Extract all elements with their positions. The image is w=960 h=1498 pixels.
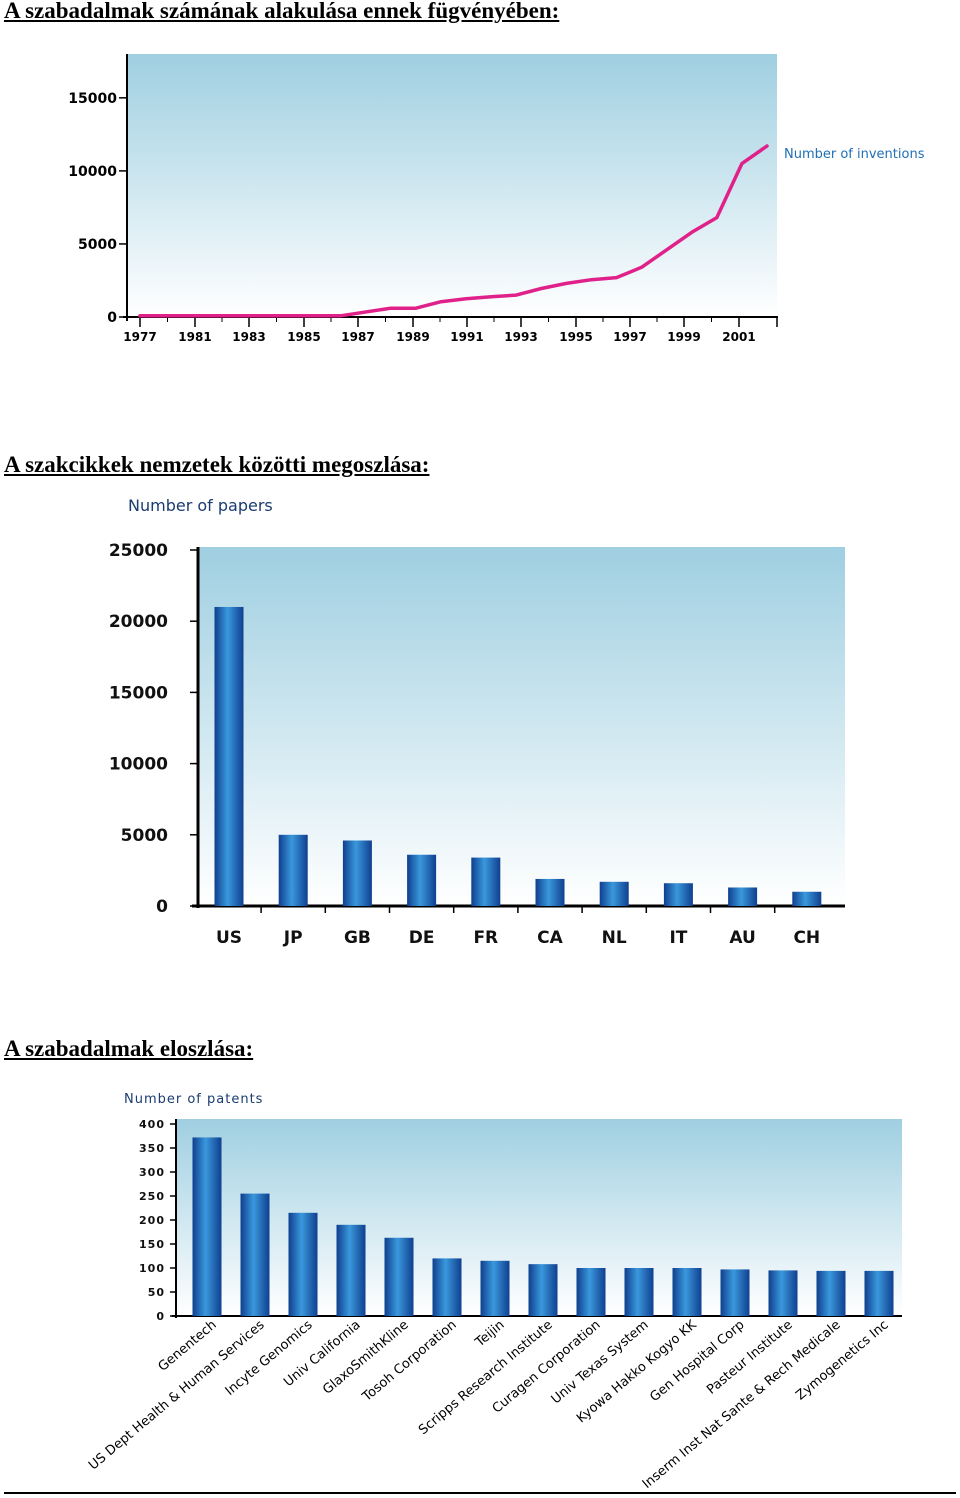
bar-gb	[342, 840, 372, 906]
y-tick-label: 15000	[109, 683, 168, 703]
x-tick-label: 1991	[450, 330, 483, 344]
y-tick-label: 0	[156, 1310, 165, 1323]
x-tick-label: 2001	[722, 330, 755, 344]
x-tick-label: Teijin	[472, 1318, 508, 1351]
bar-patents-14	[864, 1270, 894, 1316]
section-heading-papers: A szakcikkek nemzetek közötti megoszlása…	[4, 452, 430, 477]
y-tick-label: 350	[139, 1142, 165, 1155]
bar-patents-12	[768, 1270, 798, 1316]
bar-patents-4	[384, 1237, 414, 1316]
y-tick-label: 5000	[78, 237, 117, 253]
y-tick-label: 25000	[109, 541, 168, 561]
x-tick-label: 1987	[341, 330, 374, 344]
y-tick-label: 300	[139, 1166, 165, 1179]
plot-background	[127, 54, 777, 317]
y-tick-label: 50	[148, 1286, 165, 1299]
x-tick-label: IT	[669, 928, 687, 948]
bar-patents-2	[288, 1212, 318, 1316]
section-heading-inventions: A szabadalmak számának alakulása ennek f…	[4, 0, 560, 23]
x-tick-label: 1981	[178, 330, 211, 344]
bar-patents-7	[528, 1264, 558, 1316]
bar-fr	[471, 857, 501, 906]
bar-patents-0	[192, 1137, 222, 1316]
y-tick-label: 200	[139, 1214, 165, 1227]
x-tick-label: GB	[344, 928, 371, 948]
bar-patents-8	[576, 1268, 606, 1316]
x-tick-label: 1977	[123, 330, 156, 344]
bar-patents-11	[720, 1269, 750, 1316]
y-tick-label: 0	[156, 897, 168, 917]
y-tick-label: 400	[139, 1118, 165, 1131]
bottom-rule	[4, 1492, 956, 1494]
x-tick-label: FR	[473, 928, 498, 948]
inventions-line-chart: 0 5000 10000 15000 1977 1981 1983 1985 1987 1989 1…	[68, 54, 925, 344]
x-tick-label: 1995	[559, 330, 592, 344]
bar-au	[728, 887, 758, 906]
bar-patents-10	[672, 1268, 702, 1316]
x-tick-label: CA	[537, 928, 563, 948]
bar-patents-6	[480, 1260, 510, 1316]
y-tick-label: 250	[139, 1190, 165, 1203]
y-tick-label: 10000	[109, 755, 168, 775]
bar-de	[407, 854, 437, 906]
y-tick-label: 10000	[68, 164, 117, 180]
x-tick-label: Pasteur Institute	[704, 1318, 795, 1398]
bar-patents-5	[432, 1258, 462, 1316]
x-tick-label: CH	[793, 928, 820, 948]
x-tick-label: AU	[729, 928, 755, 948]
x-tick-label: 1985	[287, 330, 320, 344]
series-label-inventions: Number of inventions	[784, 147, 925, 162]
x-tick-label: NL	[602, 928, 627, 948]
papers-bar-chart: Number of papers 0 5000 10000 15000 20000 2500…	[109, 496, 845, 948]
bar-patents-1	[240, 1193, 270, 1316]
x-tick-label: US Dept Health & Human Services	[86, 1317, 268, 1473]
bar-ca	[535, 878, 565, 906]
y-tick-label: 15000	[68, 91, 117, 107]
x-tick-label: 1999	[667, 330, 700, 344]
section-heading-patents: A szabadalmak eloszlása:	[4, 1036, 254, 1061]
bar-patents-3	[336, 1224, 366, 1316]
bar-jp	[278, 834, 308, 906]
y-tick-label: 100	[139, 1262, 165, 1275]
chart-title: Number of papers	[128, 496, 273, 515]
x-tick-label: US	[216, 928, 242, 948]
x-tick-label: 1989	[396, 330, 429, 344]
y-tick-label: 20000	[109, 612, 168, 632]
x-tick-label: 1983	[232, 330, 265, 344]
x-tick-label: JP	[283, 928, 303, 948]
x-tick-label: GlaxoSmithKline	[320, 1318, 411, 1398]
bar-ch	[792, 891, 822, 906]
y-tick-label: 150	[139, 1238, 165, 1251]
bar-us	[214, 606, 244, 906]
bar-it	[663, 883, 693, 906]
x-tick-label: Zymogenetics Inc	[793, 1318, 891, 1404]
series-line-inventions	[138, 144, 769, 318]
chart-title: Number of patents	[124, 1092, 263, 1107]
patents-bar-chart: Number of patents 0 50 100 150 200 250 300 350 40…	[86, 1092, 902, 1492]
x-tick-label: 1993	[504, 330, 537, 344]
bar-patents-13	[816, 1270, 846, 1316]
bar-patents-9	[624, 1268, 654, 1316]
x-tick-label: 1997	[613, 330, 646, 344]
y-tick-label: 0	[107, 310, 117, 326]
y-tick-label: 5000	[121, 826, 168, 846]
x-tick-label: Incyte Genomics	[223, 1317, 316, 1398]
x-tick-label: DE	[409, 928, 435, 948]
bar-nl	[599, 881, 629, 906]
